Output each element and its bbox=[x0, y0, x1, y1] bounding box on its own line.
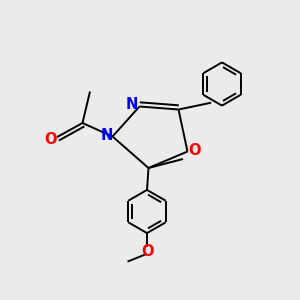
Text: N: N bbox=[101, 128, 113, 143]
Text: O: O bbox=[141, 244, 153, 259]
Text: N: N bbox=[126, 97, 138, 112]
Text: O: O bbox=[188, 143, 200, 158]
Text: O: O bbox=[45, 132, 57, 147]
